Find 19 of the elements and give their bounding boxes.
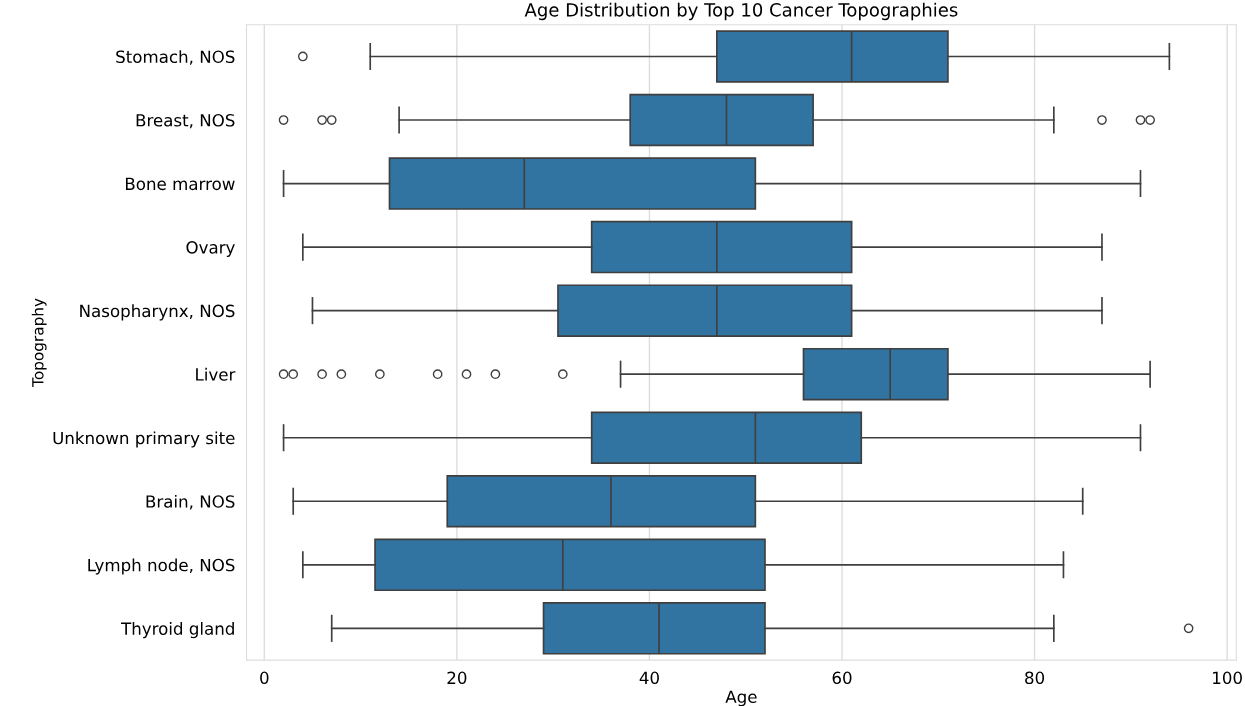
x-tick-label: 100: [1213, 671, 1242, 685]
y-tick-label: Thyroid gland: [120, 622, 234, 639]
chart-title: Age Distribution by Top 10 Cancer Topographies: [524, 2, 958, 21]
x-tick-label: 60: [832, 671, 852, 685]
y-tick-label: Ovary: [186, 241, 235, 257]
y-tick-label: Breast, NOS: [136, 113, 235, 129]
x-tick-label: 20: [447, 671, 467, 685]
x-axis-title: Age: [725, 690, 757, 706]
y-tick-label: Unknown primary site: [53, 431, 235, 448]
y-tick-label: Liver: [196, 367, 236, 381]
y-axis-title: Topography: [31, 298, 47, 387]
y-tick-label: Brain, NOS: [146, 494, 235, 510]
x-tick-label: 40: [639, 671, 659, 685]
y-tick-label: Nasopharynx, NOS: [80, 304, 235, 321]
y-tick-label: Stomach, NOS: [116, 50, 235, 65]
y-tick-label: Lymph node, NOS: [88, 558, 235, 575]
y-tick-label: Bone marrow: [125, 177, 235, 191]
x-tick-label: 80: [1025, 671, 1045, 685]
x-tick-label: 0: [260, 671, 269, 685]
